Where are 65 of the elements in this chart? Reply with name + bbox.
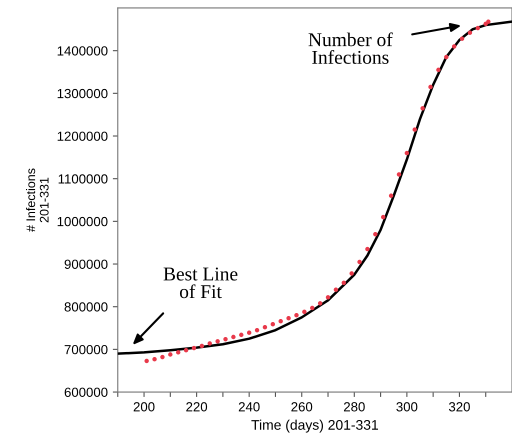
point (286, 316, 291, 320)
x-tick-label: 240 (238, 402, 260, 412)
y-tick-label: 1400000 (58, 46, 108, 56)
x-tick-label: 220 (186, 402, 208, 412)
y-tick-label: 600000 (64, 388, 108, 397)
point (254, 328, 260, 332)
point (152, 356, 157, 362)
y-tick-label: 1100000 (58, 174, 108, 184)
point (184, 348, 188, 352)
x-tick-label: 300 (396, 402, 418, 412)
x-tick-label: 260 (291, 402, 312, 412)
point (452, 44, 456, 49)
y-axis-title: # Infections 201-331 (26, 168, 49, 232)
point (318, 301, 322, 306)
y-tick-label: 700000 (64, 344, 108, 354)
y-tick-label: 1000000 (58, 216, 108, 226)
point (223, 336, 228, 342)
point (365, 246, 370, 252)
point (200, 344, 204, 348)
point (404, 150, 410, 156)
point (270, 322, 276, 326)
point (231, 334, 236, 340)
x-tick-label: 280 (344, 402, 365, 412)
y-tick-label: 1200000 (58, 132, 108, 141)
point (262, 324, 268, 330)
point (468, 30, 472, 35)
point (396, 172, 402, 177)
point (342, 280, 346, 286)
line-series (118, 20, 512, 355)
point (388, 194, 394, 198)
point (302, 310, 307, 314)
x-tick-label: 200 (134, 402, 155, 412)
point (294, 313, 299, 318)
point (428, 84, 433, 90)
point (444, 54, 448, 60)
point (168, 352, 173, 357)
point (310, 306, 314, 310)
point (357, 260, 362, 264)
point (176, 350, 180, 355)
annotation: Best Line of Fit (164, 268, 238, 298)
point (349, 271, 354, 276)
point (239, 332, 244, 338)
x-tick-label: 320 (448, 402, 470, 412)
point (436, 68, 441, 72)
point (246, 330, 252, 335)
point (373, 232, 378, 236)
point (381, 214, 386, 220)
point (460, 36, 464, 41)
point (334, 287, 338, 292)
point (192, 346, 196, 350)
y-tick-label: 900000 (64, 260, 108, 269)
point (144, 358, 149, 364)
point (486, 19, 491, 24)
y-tick-label: 1300000 (58, 88, 108, 98)
point (160, 354, 165, 360)
point (476, 26, 480, 30)
point (420, 106, 425, 110)
point (215, 339, 220, 344)
annotation: Number of Infections (308, 32, 393, 64)
y-tick-label: 800000 (64, 302, 108, 312)
point (208, 341, 212, 346)
point (326, 295, 330, 300)
x-axis-title: Time (days) 201-331 (251, 420, 378, 433)
point (412, 127, 417, 132)
point (278, 319, 283, 324)
